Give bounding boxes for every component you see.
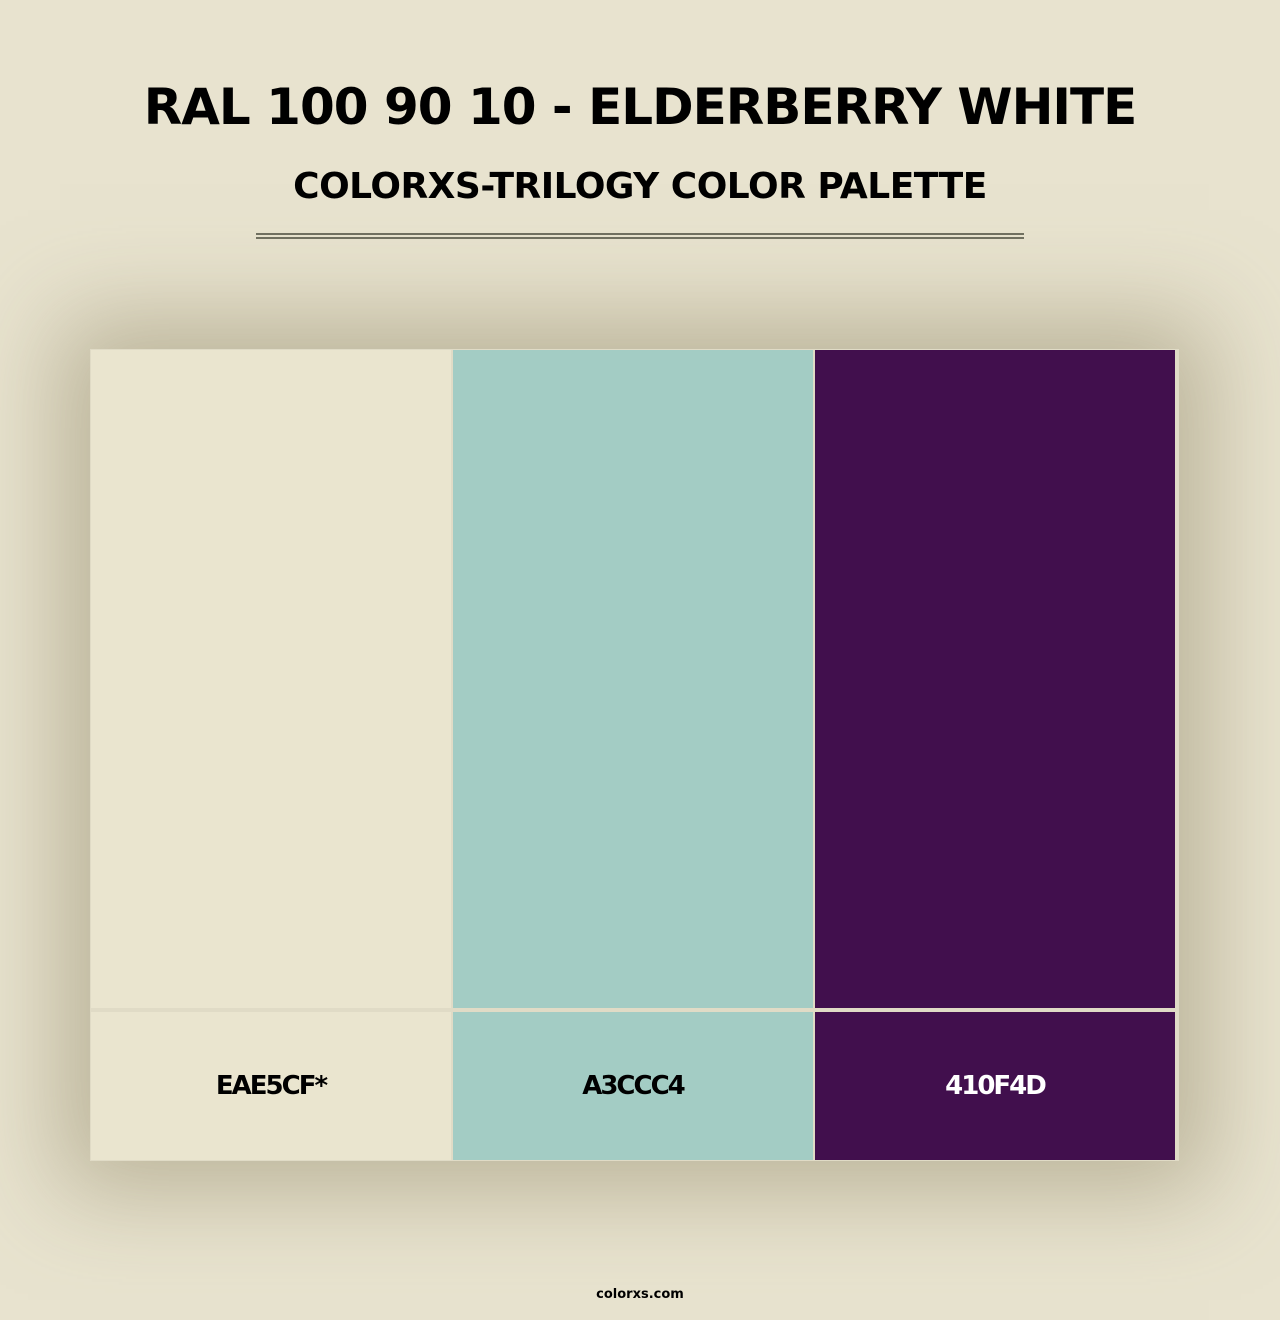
footer-site: colorxs.com <box>596 1287 684 1302</box>
swatch-label-1: EAE5CF* <box>91 1012 451 1160</box>
swatch-1 <box>91 350 451 1008</box>
divider <box>256 237 1024 239</box>
divider <box>256 233 1024 235</box>
swatch-label-3: 410F4D <box>815 1012 1175 1160</box>
swatch-3 <box>815 350 1175 1008</box>
page-title: RAL 100 90 10 - ELDERBERRY WHITE <box>143 78 1138 136</box>
page-subtitle: COLORXS-TRILOGY COLOR PALETTE <box>293 166 987 207</box>
swatch-2 <box>453 350 813 1008</box>
hex-code: EAE5CF* <box>215 1071 328 1101</box>
hex-code: A3CCC4 <box>582 1071 686 1101</box>
hex-code: 410F4D <box>945 1071 1047 1101</box>
palette-card: EAE5CF* A3CCC4 410F4D <box>90 349 1179 1161</box>
swatch-label-2: A3CCC4 <box>453 1012 813 1160</box>
